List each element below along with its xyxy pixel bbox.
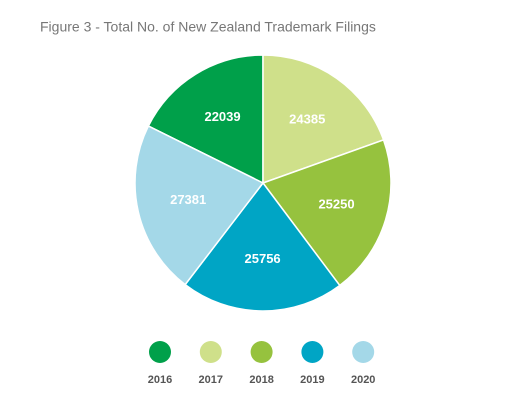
pie-slice [184,181,341,312]
data-label: 24385 [289,112,325,127]
data-label: 27381 [170,192,206,207]
legend-swatch [199,341,222,363]
data-label: 22039 [204,109,240,124]
legend-swatch [352,341,375,363]
pie-slice [262,54,385,185]
legend-label: 2020 [351,374,375,386]
pie-slice [147,54,264,185]
data-label: 25756 [245,251,281,266]
legend-label: 2019 [300,374,324,386]
pie-slice [134,125,265,286]
legend-swatch [250,341,273,363]
legend-label: 2018 [249,374,273,386]
pie-slice [261,138,392,287]
legend-label: 2017 [199,374,223,386]
chart-title: Figure 3 - Total No. of New Zealand Trad… [40,19,376,35]
legend-label: 2016 [148,374,172,386]
data-label: 25250 [318,197,354,212]
legend-swatch [301,341,324,363]
legend-swatch [149,341,171,363]
